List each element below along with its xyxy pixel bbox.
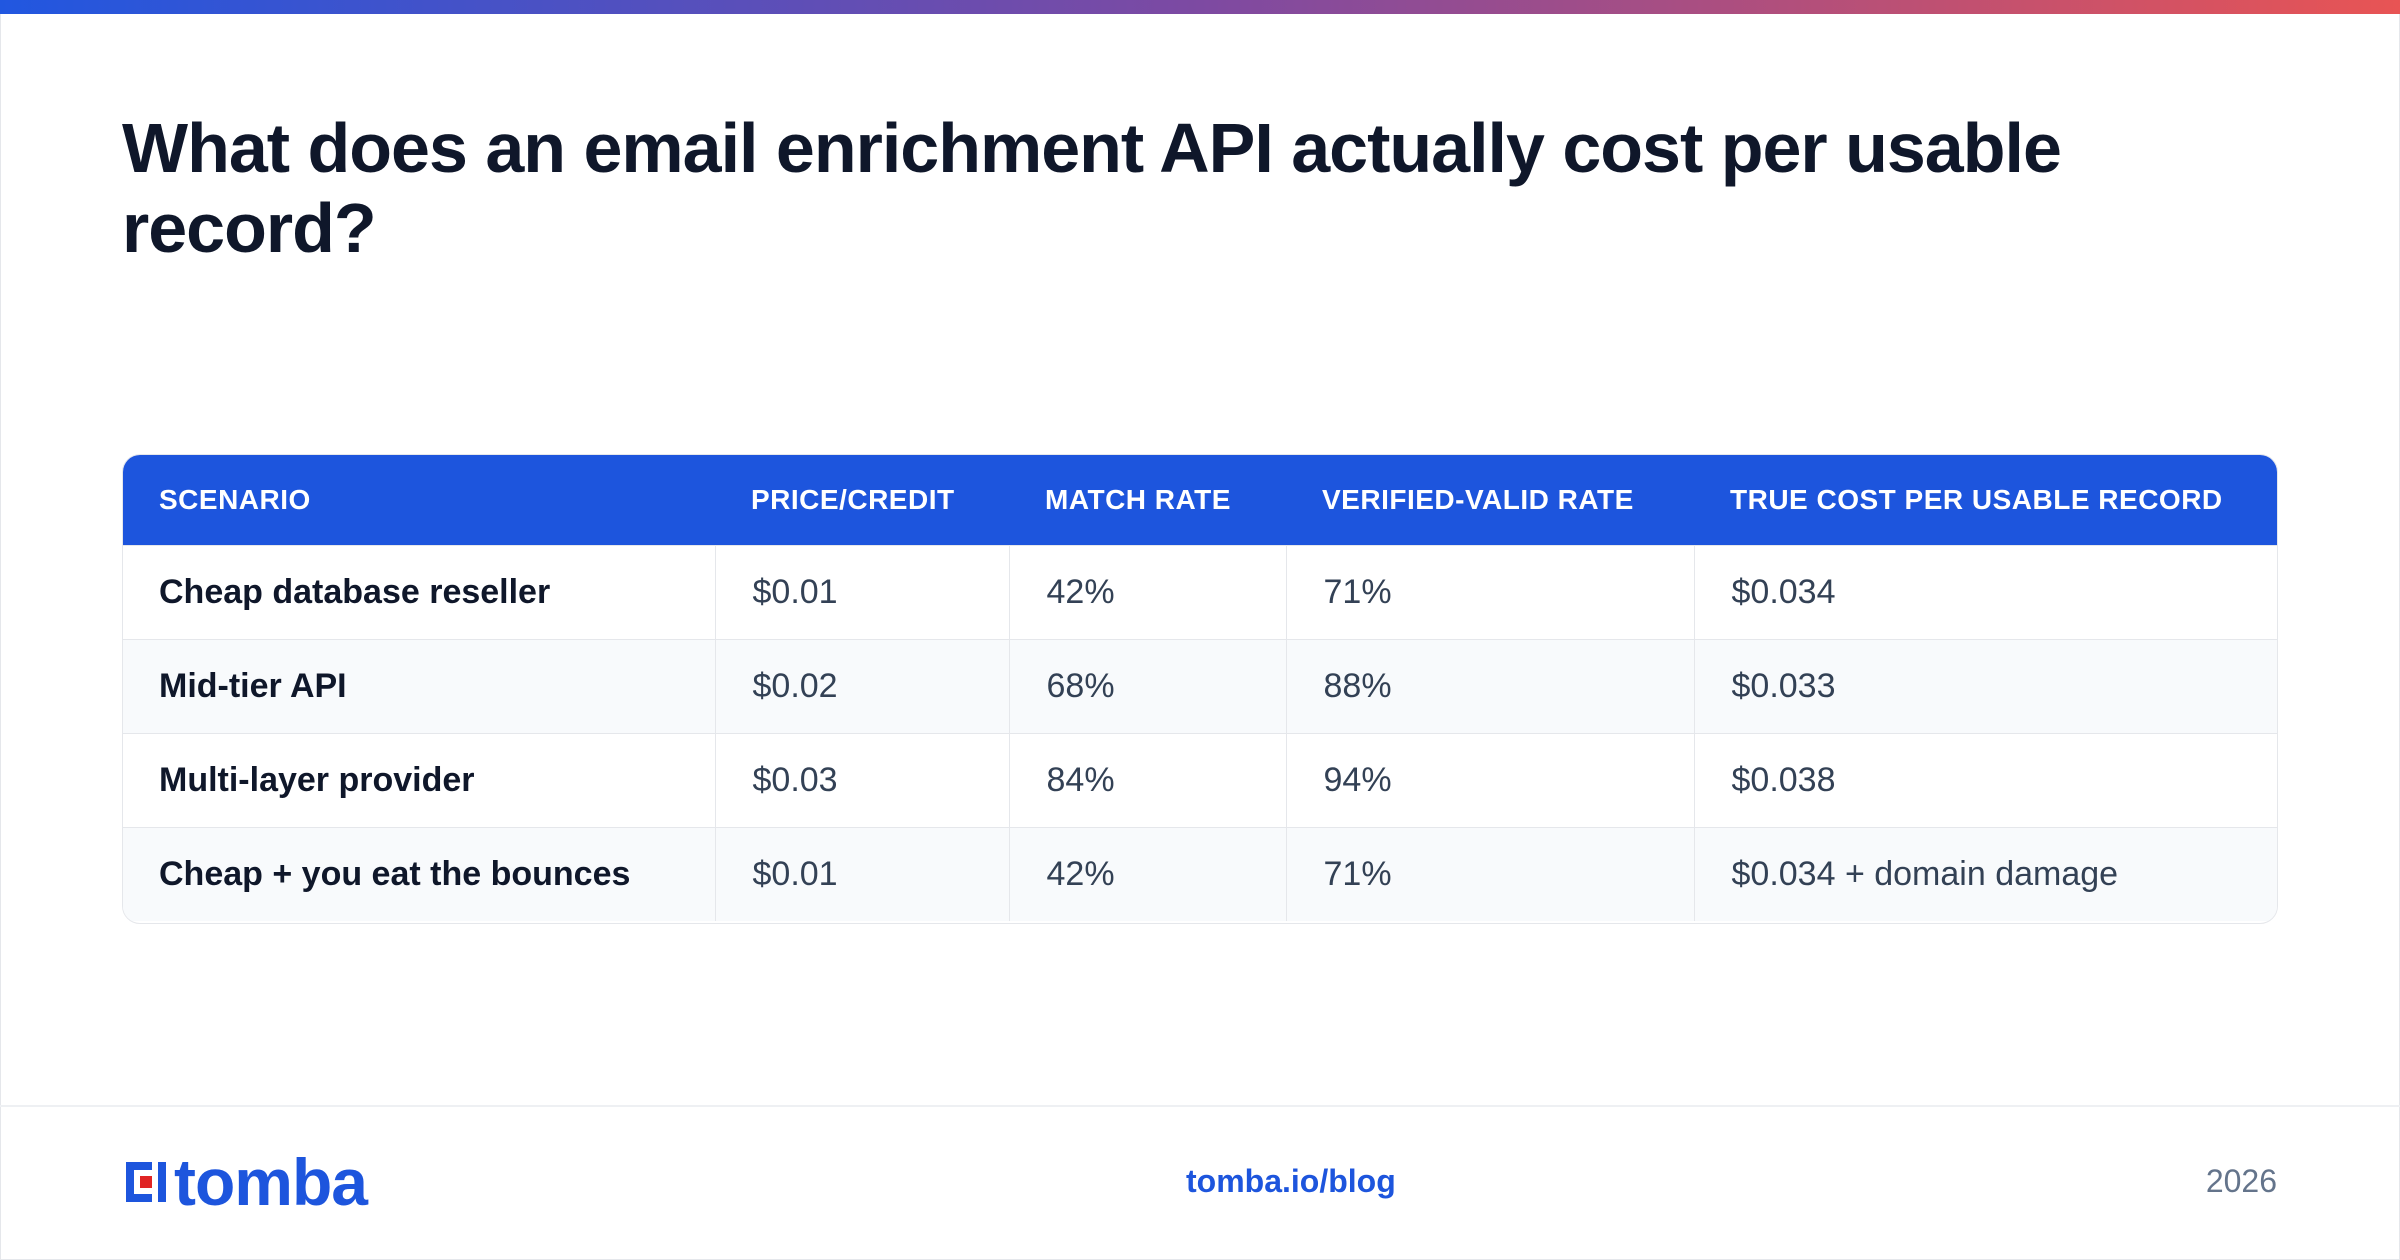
header-verified-valid-rate: VERIFIED-VALID RATE (1322, 483, 1634, 515)
table-row: Cheap database reseller $0.01 42% 71% $0… (123, 544, 2277, 639)
tomba-logo-icon (126, 1162, 166, 1202)
cost-table: SCENARIO PRICE/CREDIT MATCH RATE VERIFIE… (123, 455, 2277, 921)
cell-match-rate: 68% (1009, 638, 1287, 733)
cell-price-credit: $0.03 (715, 732, 1010, 827)
cell-price-credit: $0.02 (715, 638, 1010, 733)
blog-link[interactable]: tomba.io/blog (1186, 1163, 1396, 1199)
cell-verified-valid-rate: 71% (1286, 826, 1695, 921)
cell-match-rate: 84% (1009, 732, 1287, 827)
table-row: Multi-layer provider $0.03 84% 94% $0.03… (123, 732, 2277, 827)
header-true-cost: TRUE COST PER USABLE RECORD (1730, 483, 2223, 515)
table-header-row: SCENARIO PRICE/CREDIT MATCH RATE VERIFIE… (123, 455, 2277, 545)
footer-divider (0, 1105, 2400, 1107)
cell-scenario: Cheap database reseller (123, 544, 716, 639)
cell-match-rate: 42% (1009, 826, 1287, 921)
cell-price-credit: $0.01 (715, 544, 1010, 639)
gradient-top-bar (0, 0, 2400, 14)
table-row: Cheap + you eat the bounces $0.01 42% 71… (123, 826, 2277, 921)
cell-verified-valid-rate: 71% (1286, 544, 1695, 639)
header-match-rate: MATCH RATE (1045, 483, 1231, 515)
cell-price-credit: $0.01 (715, 826, 1010, 921)
cell-true-cost: $0.038 (1694, 732, 2277, 827)
cell-match-rate: 42% (1009, 544, 1287, 639)
header-price-credit: PRICE/CREDIT (751, 483, 955, 515)
table-row: Mid-tier API $0.02 68% 88% $0.033 (123, 638, 2277, 733)
logo-wordmark: tomba (174, 1145, 368, 1219)
cell-true-cost: $0.033 (1694, 638, 2277, 733)
header-scenario: SCENARIO (159, 483, 311, 515)
cell-verified-valid-rate: 94% (1286, 732, 1695, 827)
cell-true-cost: $0.034 (1694, 544, 2277, 639)
tomba-logo[interactable]: tomba (122, 1145, 368, 1219)
year-label: 2026 (2205, 1163, 2277, 1199)
cell-true-cost: $0.034 + domain damage (1694, 826, 2277, 921)
cell-verified-valid-rate: 88% (1286, 638, 1695, 733)
cell-scenario: Cheap + you eat the bounces (123, 826, 716, 921)
cell-scenario: Multi-layer provider (123, 732, 716, 827)
page-title: What does an email enrichment API actual… (122, 109, 2062, 267)
cell-scenario: Mid-tier API (123, 638, 716, 733)
cost-table-card: SCENARIO PRICE/CREDIT MATCH RATE VERIFIE… (122, 454, 2278, 924)
